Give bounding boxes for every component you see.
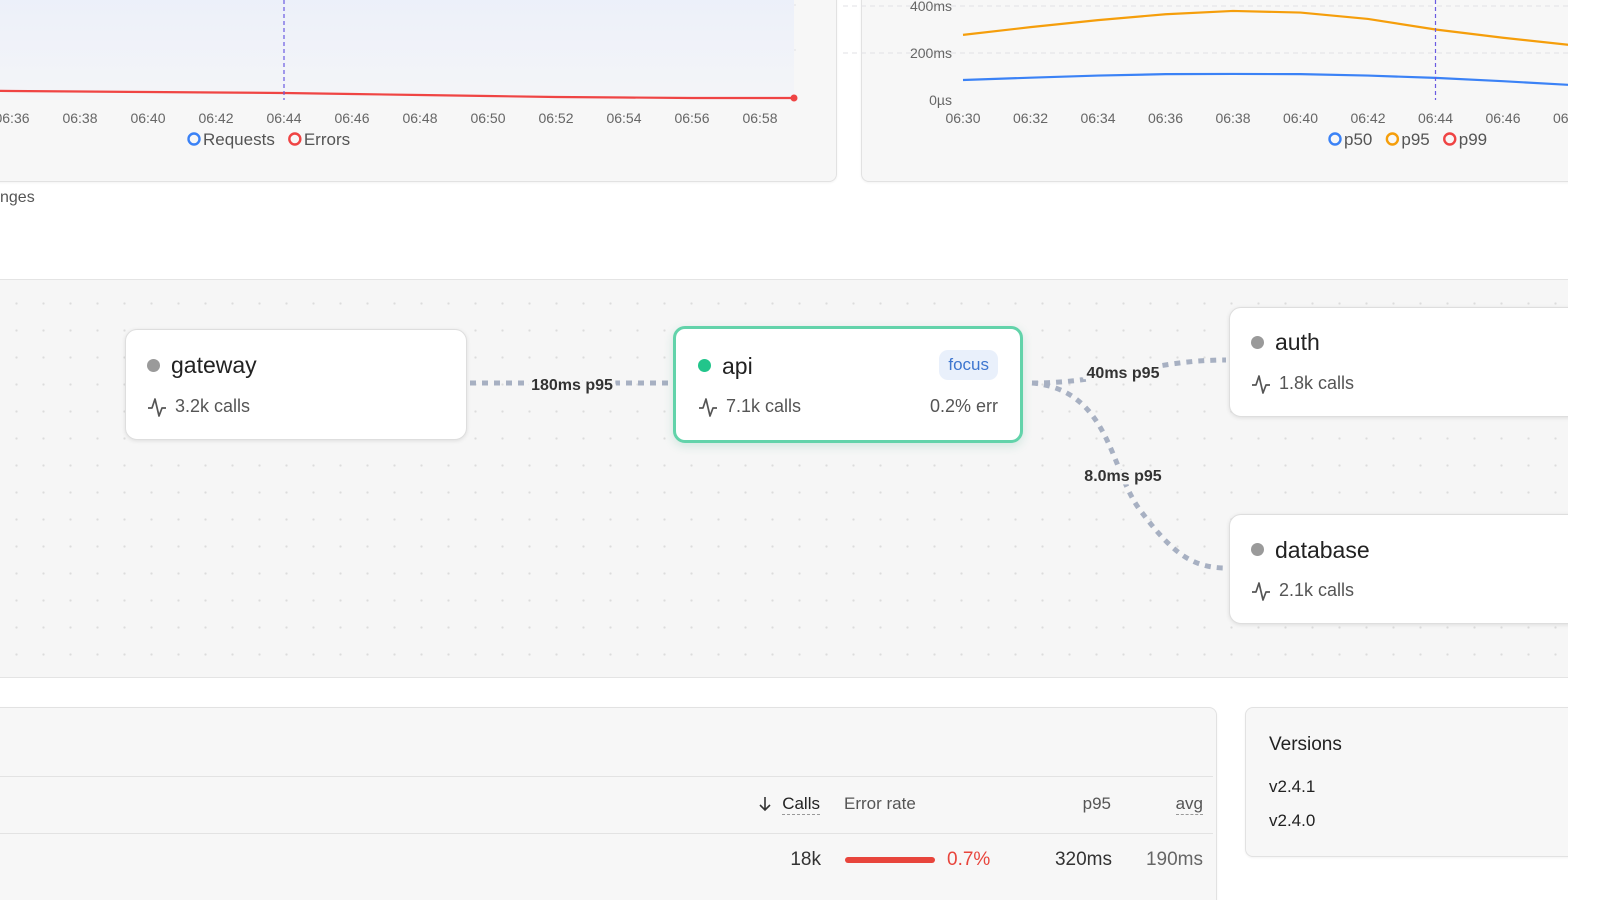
edge-label: 180ms p95 bbox=[531, 377, 613, 394]
cell: 18k bbox=[790, 849, 821, 870]
node[interactable]: gateway 3.2k calls bbox=[125, 329, 467, 440]
version[interactable]: v2.4.0 bbox=[1269, 811, 1316, 830]
x-tick-label: 06:46 bbox=[334, 110, 369, 126]
section-label: nges bbox=[0, 189, 35, 206]
series-line bbox=[0, 89, 794, 100]
legend-swatch bbox=[288, 132, 302, 146]
edges: 180ms p95 40ms p95 8.0ms p95 bbox=[470, 357, 1227, 571]
versions-title: Versions bbox=[1269, 734, 1342, 755]
version[interactable]: v2.4.1 bbox=[1269, 777, 1316, 796]
charts: 06:36 06:38 06:40 06:42 06:44 06:46 06:48 06:50… bbox=[0, 0, 1568, 149]
edge bbox=[1031, 357, 1227, 386]
x-tick-label: 06:40 bbox=[130, 110, 165, 126]
legend-swatch bbox=[187, 132, 201, 146]
legend-label: p50 bbox=[1344, 130, 1372, 149]
node-calls: 3.2k calls bbox=[175, 396, 251, 416]
x-tick-label: 06:46 bbox=[1485, 110, 1520, 126]
divider bbox=[0, 776, 1213, 777]
legend-swatch bbox=[1443, 132, 1457, 146]
node-calls: 1.8k calls bbox=[1279, 373, 1355, 393]
x-tick-label: 06:38 bbox=[62, 110, 97, 126]
x-tick-label: 06:36 bbox=[0, 110, 30, 126]
node-calls: 7.1k calls bbox=[726, 396, 802, 416]
end-dot bbox=[790, 94, 798, 102]
area bbox=[0, 0, 794, 100]
x-tick-label: 06:38 bbox=[1215, 110, 1250, 126]
edge bbox=[1031, 380, 1227, 571]
status-dot bbox=[1251, 543, 1264, 556]
series-line bbox=[962, 72, 1568, 86]
status-dot bbox=[698, 359, 711, 372]
column-header[interactable]: p95 bbox=[1082, 794, 1111, 813]
column-header[interactable]: avg bbox=[1175, 794, 1203, 815]
y-tick-label: 400ms bbox=[910, 0, 952, 14]
column-header[interactable]: Calls bbox=[782, 794, 820, 815]
x-tick-label: 06:36 bbox=[1148, 110, 1183, 126]
x-tick-label: 06:56 bbox=[674, 110, 709, 126]
cell: 320ms bbox=[1054, 849, 1112, 870]
x-tick-label: 06:44 bbox=[266, 110, 301, 126]
series-line bbox=[962, 9, 1568, 46]
node-name: api bbox=[722, 353, 753, 379]
focus-badge: focus bbox=[939, 350, 998, 380]
node-error: 0.2% err bbox=[929, 396, 998, 416]
sort-arrow bbox=[759, 797, 771, 812]
x-tick-label: 06:30 bbox=[945, 110, 980, 126]
x-tick-label: 06:42 bbox=[1350, 110, 1385, 126]
x-tick-label: 06:32 bbox=[1013, 110, 1048, 126]
error-bar bbox=[845, 857, 935, 863]
y-tick-label: 200ms bbox=[910, 45, 952, 61]
status-dot bbox=[1251, 336, 1264, 349]
x-tick-label: 06:50 bbox=[470, 110, 505, 126]
x-tick-label: 06:42 bbox=[198, 110, 233, 126]
calls-icon bbox=[148, 398, 166, 417]
table-panel bbox=[0, 707, 1217, 900]
cell: 0.7% bbox=[947, 849, 991, 870]
legend-label: Requests bbox=[203, 130, 275, 149]
legend-swatch bbox=[1385, 132, 1400, 146]
x-tick-label: 06:54 bbox=[606, 110, 641, 126]
calls-icon bbox=[1252, 375, 1270, 394]
calls-icon bbox=[1252, 582, 1270, 601]
node-calls: 2.1k calls bbox=[1279, 580, 1355, 600]
x-tick-label: 06:58 bbox=[742, 110, 777, 126]
x-tick-label: 06:52 bbox=[538, 110, 573, 126]
x-tick-label: 06:48 bbox=[402, 110, 437, 126]
legend-swatch bbox=[1328, 132, 1342, 146]
column-header[interactable]: Error rate bbox=[844, 794, 916, 813]
node-name: database bbox=[1275, 537, 1370, 563]
versions-panel bbox=[1245, 707, 1568, 857]
legend-label: Errors bbox=[304, 130, 350, 149]
node-name: auth bbox=[1275, 329, 1320, 355]
plot bbox=[962, 9, 1568, 86]
node-name: gateway bbox=[171, 352, 257, 378]
legend-label: p99 bbox=[1459, 130, 1487, 149]
x-tick-label: 06:44 bbox=[1418, 110, 1453, 126]
cell: 190ms bbox=[1145, 849, 1203, 870]
plot bbox=[0, 0, 794, 100]
divider bbox=[0, 833, 1213, 834]
edge-label: 40ms p95 bbox=[1087, 365, 1160, 382]
x-tick-label: 06:34 bbox=[1080, 110, 1115, 126]
x-tick-label: 06:48 bbox=[1553, 110, 1568, 126]
node[interactable]: auth 1.8k calls bbox=[1229, 307, 1568, 417]
calls-icon bbox=[699, 398, 717, 417]
node[interactable]: database 2.1k calls bbox=[1229, 514, 1568, 624]
node-focused[interactable]: api focus 7.1k calls 0.2% err bbox=[673, 326, 1023, 443]
y-tick-label: 0µs bbox=[929, 92, 952, 108]
edge-label: 8.0ms p95 bbox=[1084, 468, 1161, 485]
status-dot bbox=[147, 359, 160, 372]
x-tick-label: 06:40 bbox=[1283, 110, 1318, 126]
legend-label: p95 bbox=[1401, 130, 1429, 149]
